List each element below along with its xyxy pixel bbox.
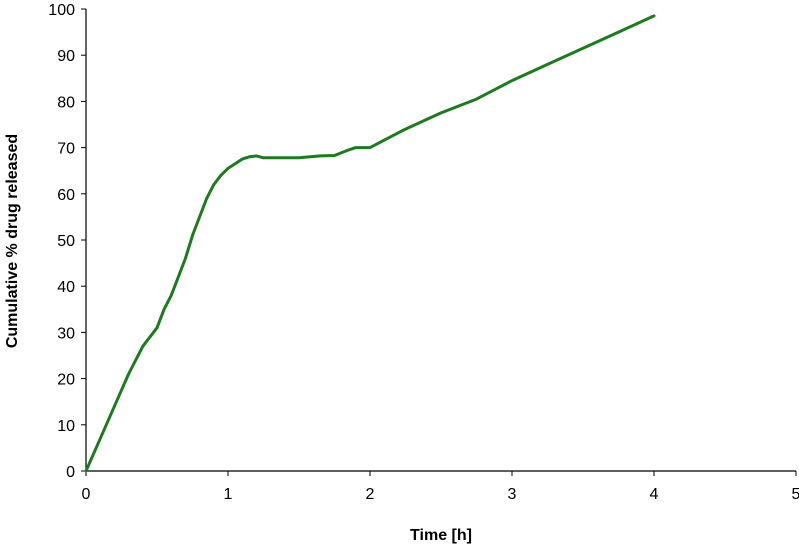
x-tick-label: 5 [792, 486, 799, 503]
y-tick-label: 100 [48, 2, 75, 19]
y-tick-label: 0 [66, 464, 75, 481]
y-tick-label: 10 [57, 418, 75, 435]
x-axis-ticks: 0 1 2 3 4 5 [82, 471, 799, 503]
y-tick-label: 60 [57, 187, 75, 204]
y-tick-label: 80 [57, 94, 75, 111]
y-tick-label: 90 [57, 48, 75, 65]
x-tick-label: 1 [224, 486, 233, 503]
series-layer [84, 14, 656, 473]
x-tick-label: 2 [366, 486, 375, 503]
y-tick-label: 40 [57, 279, 75, 296]
y-axis-ticks: 0 10 20 30 40 50 60 70 80 90 100 [48, 2, 86, 481]
series-line [84, 14, 656, 473]
y-tick-label: 50 [57, 233, 75, 250]
x-tick-label: 3 [508, 486, 517, 503]
y-tick-label: 30 [57, 325, 75, 342]
y-tick-label: 70 [57, 141, 75, 158]
x-axis-title: Time [h] [410, 527, 472, 544]
y-tick-label: 20 [57, 372, 75, 389]
y-axis-title: Cumulative % drug released [4, 134, 21, 348]
x-tick-label: 0 [82, 486, 91, 503]
x-tick-label: 4 [650, 486, 659, 503]
